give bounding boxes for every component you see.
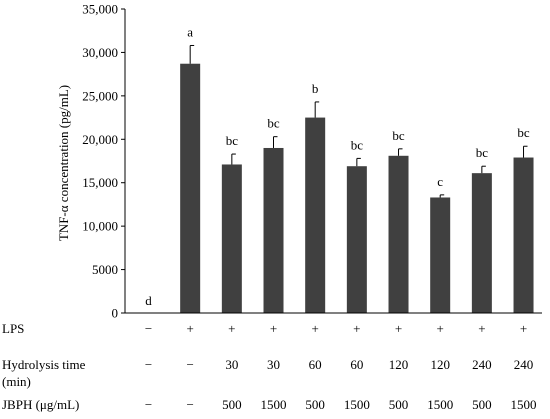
condition-cell: −: [145, 397, 152, 412]
condition-cell: 500: [222, 397, 242, 412]
condition-cell: 30: [225, 357, 238, 372]
condition-cell: 120: [389, 357, 409, 372]
condition-cell: 120: [430, 357, 450, 372]
y-tick-label: 10,000: [82, 219, 118, 234]
y-tick-label: 20,000: [82, 132, 118, 147]
condition-cell: +: [478, 321, 485, 336]
condition-cell: +: [312, 321, 319, 336]
condition-cell: 30: [267, 357, 280, 372]
significance-label: a: [187, 24, 193, 39]
y-tick-label: 25,000: [82, 88, 118, 103]
significance-label: c: [437, 174, 443, 189]
significance-label: bc: [226, 133, 239, 148]
condition-row-label: JBPH (μg/mL): [2, 397, 79, 412]
significance-label: bc: [267, 116, 280, 131]
condition-cell: −: [145, 321, 152, 336]
condition-cell: +: [270, 321, 277, 336]
condition-cell: +: [186, 321, 193, 336]
condition-cell: 500: [389, 397, 409, 412]
y-tick-label: 35,000: [82, 2, 118, 17]
condition-cell: 60: [350, 357, 363, 372]
condition-cell: 500: [305, 397, 325, 412]
condition-cell: +: [228, 321, 235, 336]
condition-cell: 240: [472, 357, 492, 372]
y-tick-label: 5000: [92, 262, 118, 277]
condition-cell: 1500: [511, 397, 537, 412]
bar: [305, 117, 326, 313]
bar: [471, 173, 492, 313]
condition-cell: 60: [309, 357, 322, 372]
significance-label: d: [145, 293, 152, 308]
condition-cell: 240: [514, 357, 534, 372]
bars-group: d a bc bc b bc bc c bc bc: [145, 24, 534, 313]
y-tick-label: 30,000: [82, 45, 118, 60]
bar: [180, 63, 201, 313]
condition-cell: +: [520, 321, 527, 336]
bar: [513, 157, 534, 313]
bar: [263, 147, 284, 313]
condition-cell: −: [186, 357, 193, 372]
y-tick-label: 15,000: [82, 175, 118, 190]
y-tick-label: 0: [112, 306, 119, 321]
condition-cell: 1500: [427, 397, 453, 412]
condition-cell: +: [395, 321, 402, 336]
condition-cell: 500: [472, 397, 492, 412]
bar: [388, 155, 409, 313]
condition-cell: 1500: [261, 397, 287, 412]
condition-row-label-line2: (min): [2, 374, 31, 389]
significance-label: b: [312, 81, 319, 96]
condition-cell: −: [186, 397, 193, 412]
bar: [430, 197, 451, 313]
y-axis: 0 5000 10,000 15,000 20,000 25,000 30,000 35,00…: [82, 2, 126, 321]
condition-row-label: Hydrolysis time: [2, 357, 86, 372]
condition-cell: +: [437, 321, 444, 336]
significance-label: bc: [517, 125, 530, 140]
condition-row-label: LPS: [2, 321, 24, 336]
significance-label: bc: [476, 145, 489, 160]
condition-cell: −: [145, 357, 152, 372]
condition-cell: +: [353, 321, 360, 336]
significance-label: bc: [351, 137, 364, 152]
y-axis-label: TNF-α concentration (pg/mL): [56, 85, 71, 241]
bar: [221, 164, 242, 313]
condition-cell: 1500: [344, 397, 370, 412]
significance-label: bc: [392, 128, 405, 143]
condition-table: LPS − + + + + + + + + + Hydrolysis time (min) − − 30 30 6…: [2, 321, 537, 412]
bar: [346, 166, 367, 313]
